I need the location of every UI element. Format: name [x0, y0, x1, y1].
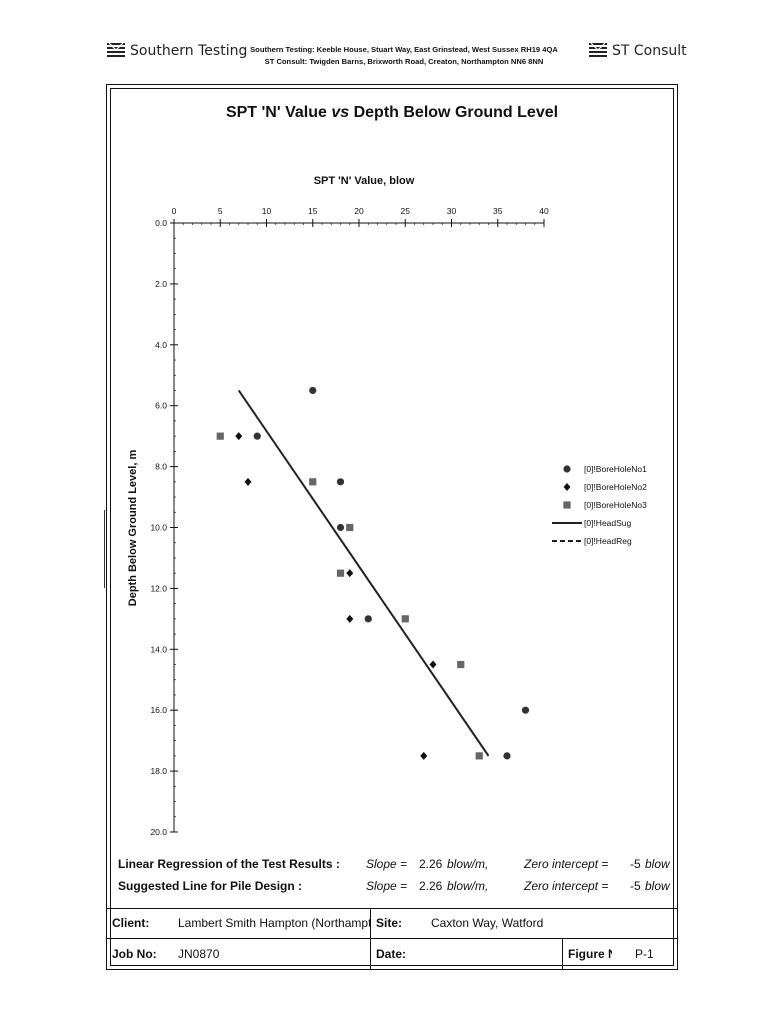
- chart-title-part1: SPT 'N' Value: [225, 104, 332, 121]
- intercept-unit: blow: [645, 879, 670, 893]
- slope-unit: blow/m,: [447, 879, 489, 893]
- chart-title-part3: Depth Below Ground Level: [349, 104, 559, 121]
- southern-testing-logo: Southern Testing: [106, 42, 247, 60]
- client-value: Lambert Smith Hampton (Northampto: [178, 916, 370, 930]
- slope-value: 2.26: [419, 857, 443, 871]
- address-line-southern-testing: Southern Testing: Keeble House, Stuart W…: [250, 45, 558, 54]
- chart-title: SPT 'N' Value vs Depth Below Ground Leve…: [110, 104, 674, 122]
- page-frame-inner: [110, 88, 674, 966]
- st-consult-logo-text: ST Consult: [612, 43, 687, 59]
- st-consult-logo-mark-icon: [589, 42, 607, 57]
- intercept-value: -5: [630, 857, 641, 871]
- table-divider-figure: [562, 939, 563, 970]
- chart-title-vs: vs: [331, 104, 350, 121]
- pile-design-label: Suggested Line for Pile Design :: [118, 879, 303, 893]
- slope-label: Slope =: [366, 879, 408, 893]
- intercept-label: Zero intercept =: [524, 879, 609, 893]
- intercept-label: Zero intercept =: [524, 857, 609, 871]
- southern-testing-logo-text: Southern Testing: [130, 43, 248, 59]
- site-label: Site:: [376, 916, 403, 930]
- figure-no-label: Figure N: [568, 947, 612, 961]
- address-line-st-consult: ST Consult: Twigden Barns, Brixworth Roa…: [264, 57, 544, 66]
- st-consult-logo: ST Consult: [588, 42, 687, 60]
- southern-testing-logo-mark-icon: [107, 42, 125, 57]
- figure-no-value: P-1: [635, 947, 654, 961]
- slope-label: Slope =: [366, 857, 408, 871]
- header-addresses: Southern Testing: Keeble House, Stuart W…: [236, 44, 572, 68]
- project-info-table: Client: Lambert Smith Hampton (Northampt…: [106, 908, 678, 970]
- page-frame-outer: [106, 84, 678, 970]
- slope-value: 2.26: [419, 879, 443, 893]
- table-rule-top: [106, 908, 678, 909]
- intercept-unit: blow: [645, 857, 670, 871]
- regression-label: Linear Regression of the Test Results :: [118, 857, 340, 871]
- margin-mark: [104, 510, 105, 588]
- intercept-value: -5: [630, 879, 641, 893]
- slope-unit: blow/m,: [447, 857, 489, 871]
- job-no-label: Job No:: [112, 947, 157, 961]
- date-label: Date:: [376, 947, 407, 961]
- client-label: Client:: [112, 916, 150, 930]
- job-no-value: JN0870: [178, 947, 220, 961]
- site-value: Caxton Way, Watford: [431, 916, 544, 930]
- table-rule-middle: [106, 938, 678, 939]
- table-divider-site: [370, 908, 371, 970]
